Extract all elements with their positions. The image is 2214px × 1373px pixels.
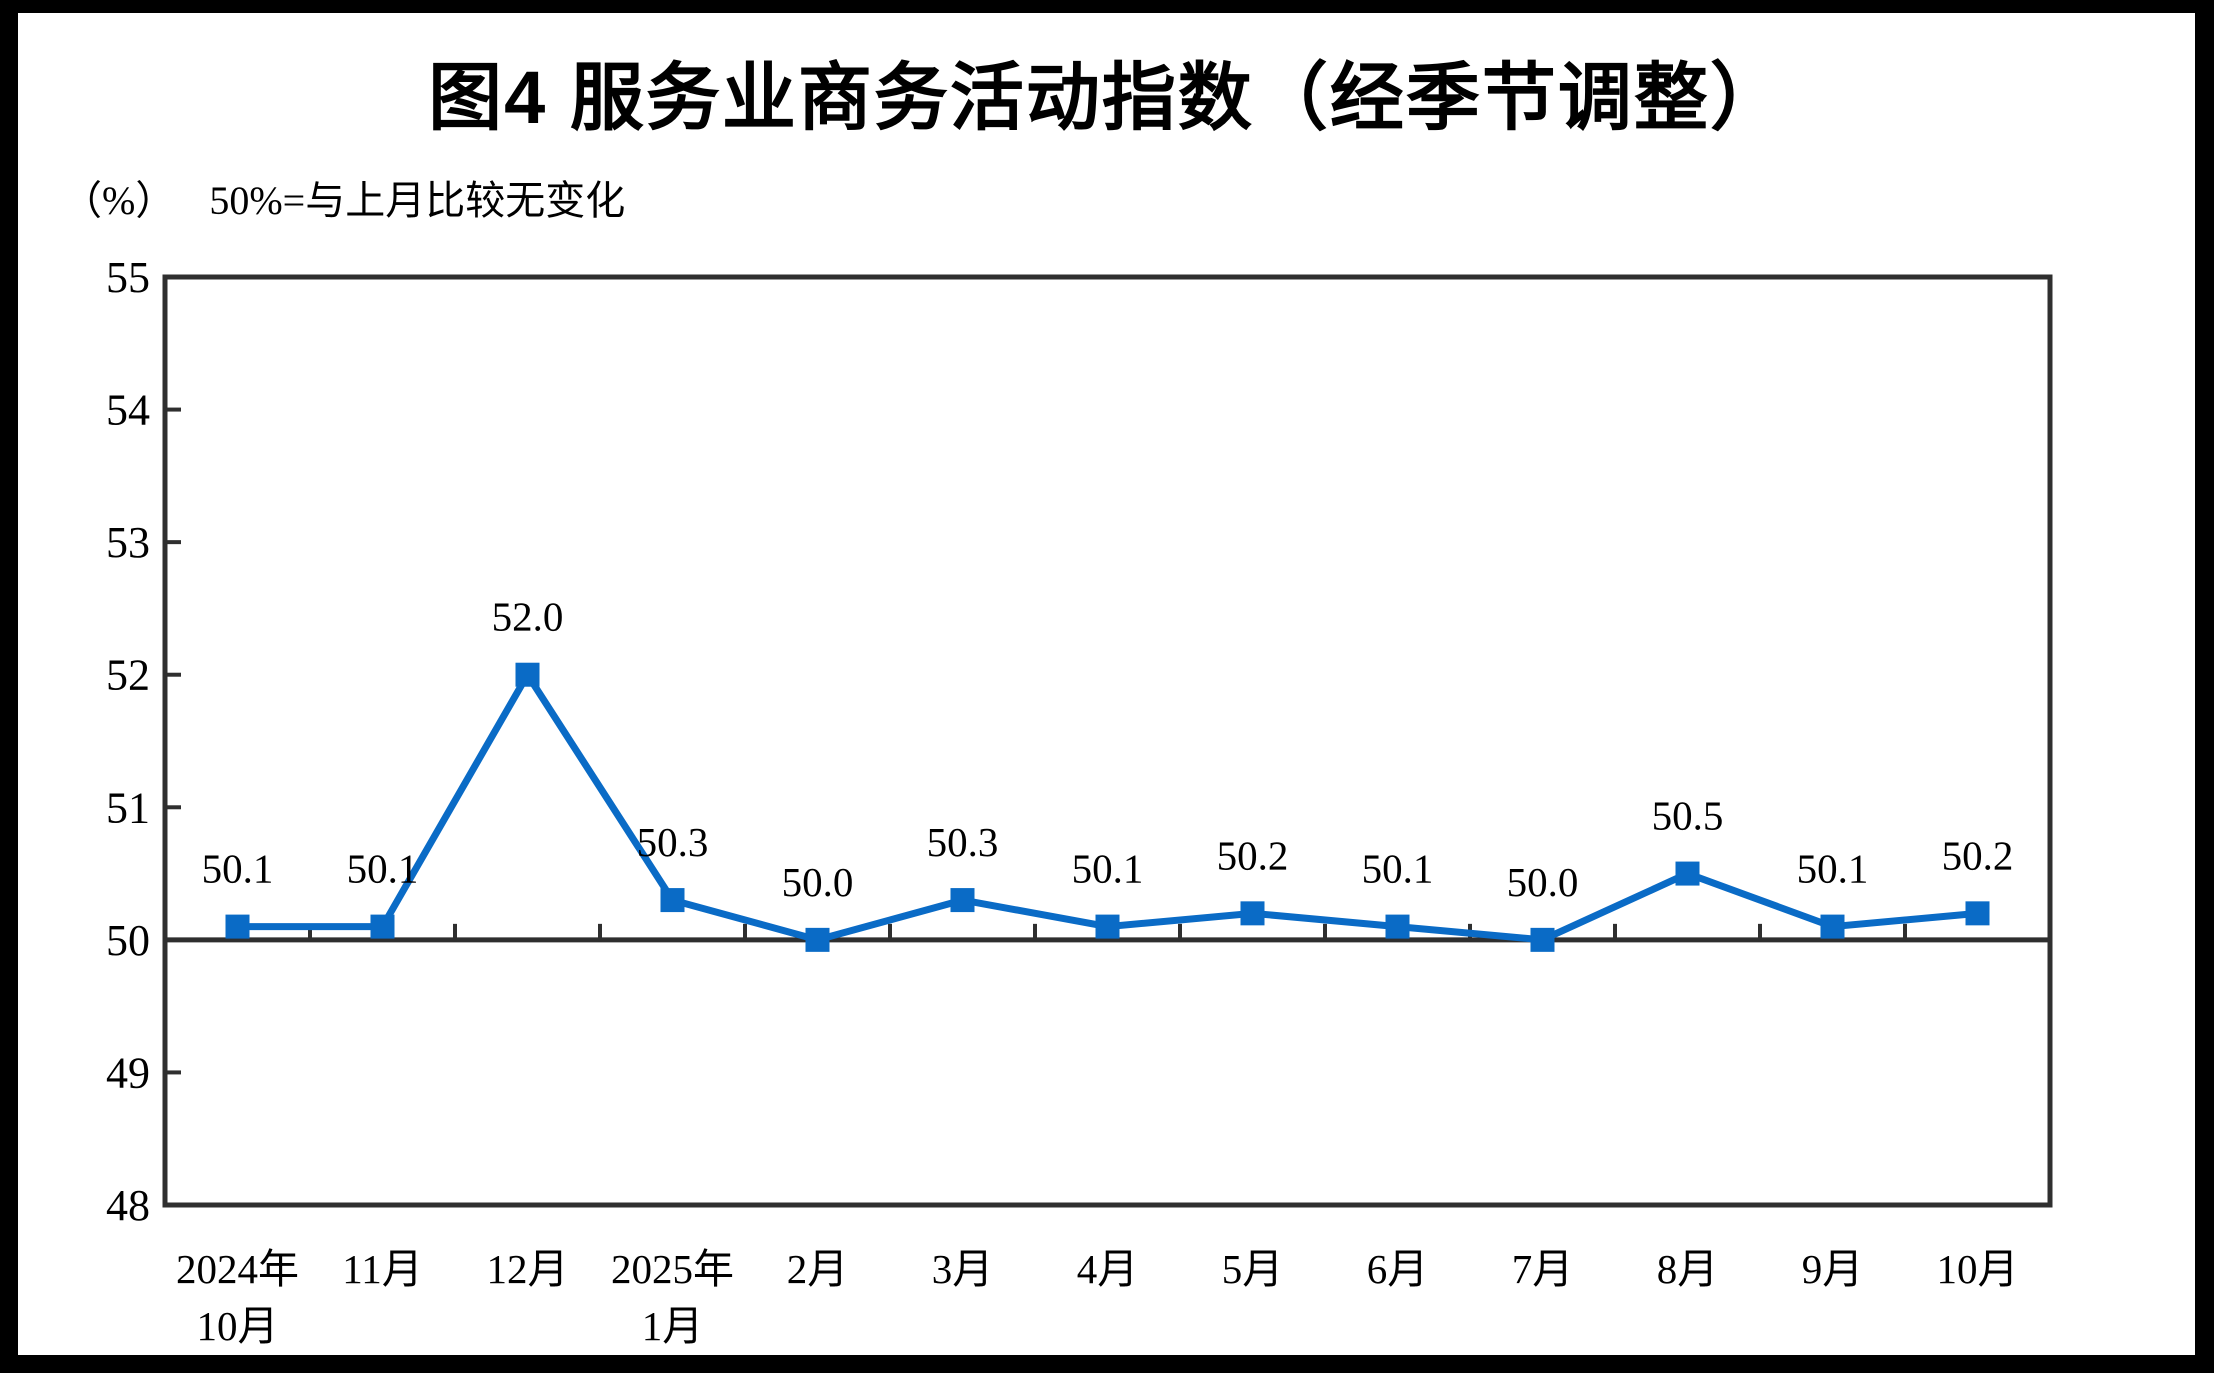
data-point-marker <box>1820 914 1845 939</box>
y-axis-tick-label: 53 <box>106 518 150 567</box>
y-axis-tick-label: 54 <box>106 386 150 435</box>
axis-unit-row: （%） 50%=与上月比较无变化 <box>62 168 625 226</box>
data-point-marker <box>660 888 685 913</box>
data-point-label: 50.1 <box>1362 846 1434 892</box>
x-axis-label: 2月 <box>787 1246 849 1292</box>
data-point-marker <box>1385 914 1410 939</box>
x-axis-label: 6月 <box>1367 1246 1429 1292</box>
x-axis-label: 2024年 <box>176 1246 299 1292</box>
data-point-label: 50.0 <box>782 859 854 905</box>
plot-border <box>162 274 2053 1208</box>
data-point-label: 52.0 <box>492 594 564 640</box>
data-point-label: 50.0 <box>1507 859 1579 905</box>
chart-title: 图4 服务业商务活动指数（经季节调整） <box>428 56 1786 139</box>
x-axis-label: 8月 <box>1657 1246 1719 1292</box>
data-point-label: 50.3 <box>927 819 999 865</box>
data-point-marker <box>1675 861 1700 886</box>
y-axis-tick-label: 50 <box>106 916 150 965</box>
x-axis-label: 10月 <box>1937 1246 2019 1292</box>
data-point-label: 50.2 <box>1942 832 2014 878</box>
data-point-label: 50.1 <box>1072 846 1144 892</box>
data-point-marker <box>1530 927 1555 952</box>
data-point-marker <box>515 662 540 687</box>
data-point-marker <box>370 914 395 939</box>
y-axis-tick-label: 55 <box>106 253 150 302</box>
x-axis-label: 7月 <box>1512 1246 1574 1292</box>
y-axis-tick-label: 52 <box>106 651 150 700</box>
data-point-marker <box>1965 901 1990 926</box>
x-axis-label: 4月 <box>1077 1246 1139 1292</box>
x-axis-label: 9月 <box>1802 1246 1864 1292</box>
x-axis-label: 5月 <box>1222 1246 1284 1292</box>
x-axis-label: 1月 <box>642 1303 704 1349</box>
data-point-label: 50.1 <box>202 846 274 892</box>
data-point-marker <box>1240 901 1265 926</box>
x-axis-label: 12月 <box>487 1246 569 1292</box>
data-point-marker <box>950 888 975 913</box>
x-axis-label: 10月 <box>197 1303 279 1349</box>
y-axis-tick-label: 51 <box>106 783 150 832</box>
data-point-marker <box>1095 914 1120 939</box>
data-point-label: 50.5 <box>1652 793 1724 839</box>
chart-background <box>18 13 2195 1355</box>
y-axis-tick-label: 48 <box>106 1181 150 1230</box>
y-axis-unit-label: （%） <box>62 178 176 223</box>
data-point-label: 50.1 <box>347 846 419 892</box>
chart-subtitle: 50%=与上月比较无变化 <box>209 178 626 223</box>
y-axis-tick-label: 49 <box>106 1048 150 1097</box>
data-point-marker <box>805 927 830 952</box>
x-axis-label: 11月 <box>342 1246 422 1292</box>
data-point-label: 50.2 <box>1217 832 1289 878</box>
data-point-label: 50.1 <box>1797 846 1869 892</box>
data-point-marker <box>225 914 250 939</box>
x-axis-label: 2025年 <box>611 1246 734 1292</box>
x-axis-label: 3月 <box>932 1246 994 1292</box>
data-point-label: 50.3 <box>637 819 709 865</box>
